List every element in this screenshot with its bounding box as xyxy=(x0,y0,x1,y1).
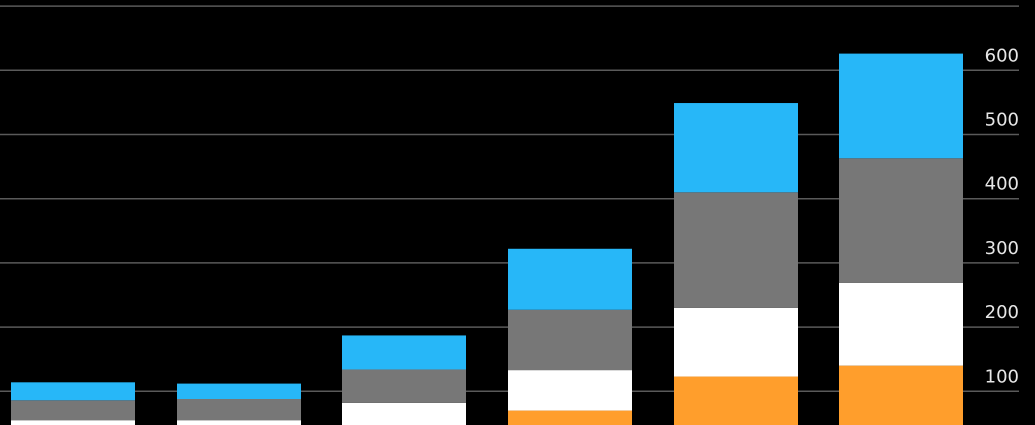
bar-segment-2-5 xyxy=(839,158,963,283)
y-tick-label: 100 xyxy=(985,366,1019,387)
y-tick-label: 600 xyxy=(985,45,1019,66)
bar-segment-3-5 xyxy=(839,53,963,159)
bar-segment-2-3 xyxy=(508,309,632,371)
bar-segment-1-0 xyxy=(11,420,135,425)
bar-segment-3-0 xyxy=(11,382,135,401)
bar-segment-0-3 xyxy=(508,410,632,425)
bar-segment-2-4 xyxy=(674,192,798,308)
bar-segment-2-1 xyxy=(177,399,301,421)
bar-segment-1-3 xyxy=(508,370,632,411)
y-tick-label: 300 xyxy=(985,238,1019,259)
y-tick-label: 400 xyxy=(985,174,1019,195)
bars xyxy=(11,53,963,425)
y-tick-label: 200 xyxy=(985,302,1019,323)
bar-segment-1-4 xyxy=(674,307,798,377)
bar-segment-3-4 xyxy=(674,103,798,193)
y-axis-ticks: 100 200 300 400 500 600 xyxy=(985,45,1019,387)
bar-segment-2-0 xyxy=(11,400,135,421)
bar-segment-3-1 xyxy=(177,383,301,400)
bar-segment-0-5 xyxy=(839,365,963,425)
bar-segment-1-2 xyxy=(342,402,466,425)
bar-segment-1-5 xyxy=(839,282,963,366)
bar-segment-0-4 xyxy=(674,376,798,425)
bar-segment-2-2 xyxy=(342,369,466,403)
bar-segment-1-1 xyxy=(177,420,301,425)
y-tick-label: 500 xyxy=(985,110,1019,131)
bar-segment-3-2 xyxy=(342,335,466,370)
bar-segment-3-3 xyxy=(508,248,632,310)
